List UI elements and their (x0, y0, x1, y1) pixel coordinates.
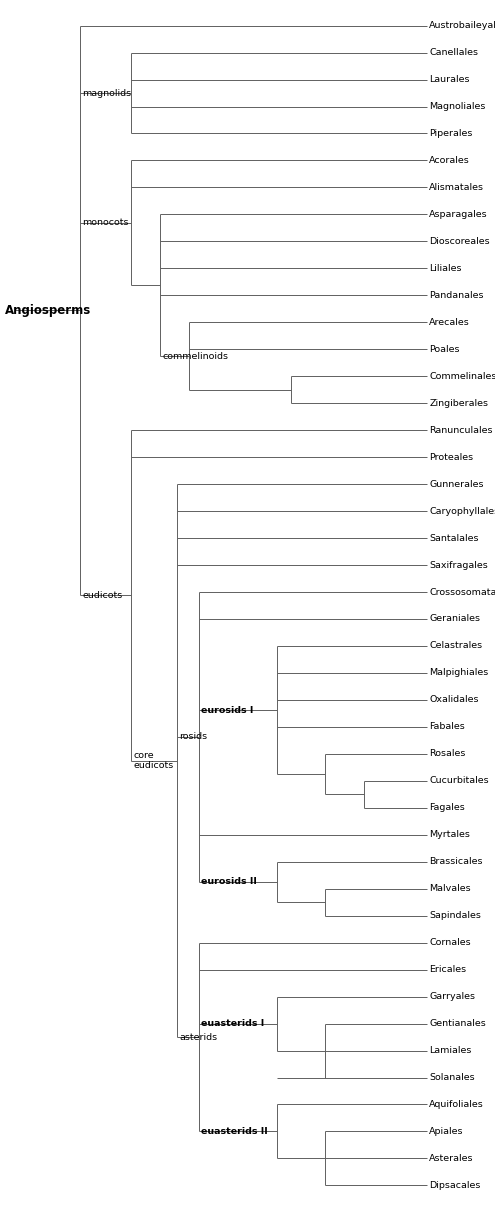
Text: Geraniales: Geraniales (430, 614, 481, 624)
Text: Fabales: Fabales (430, 723, 465, 731)
Text: eurosids II: eurosids II (201, 878, 257, 886)
Text: Cornales: Cornales (430, 939, 471, 947)
Text: Acorales: Acorales (430, 156, 470, 165)
Text: Crossosomatales: Crossosomatales (430, 587, 495, 597)
Text: Caryophyllales: Caryophyllales (430, 506, 495, 516)
Text: rosids: rosids (180, 733, 208, 741)
Text: magnolids: magnolids (83, 88, 132, 98)
Text: Dioscoreales: Dioscoreales (430, 237, 490, 246)
Text: core
eudicots: core eudicots (134, 751, 174, 770)
Text: commelinoids: commelinoids (162, 351, 229, 361)
Text: monocots: monocots (83, 218, 129, 228)
Text: Commelinales: Commelinales (430, 372, 495, 380)
Text: euasterids I: euasterids I (201, 1020, 265, 1028)
Text: Malvales: Malvales (430, 884, 471, 894)
Text: Apiales: Apiales (430, 1127, 464, 1136)
Text: Austrobaileyales: Austrobaileyales (430, 21, 495, 30)
Text: Piperales: Piperales (430, 130, 473, 138)
Text: Malpighiales: Malpighiales (430, 668, 489, 677)
Text: Liliales: Liliales (430, 264, 462, 272)
Text: Dipsacales: Dipsacales (430, 1181, 481, 1190)
Text: Asparagales: Asparagales (430, 210, 488, 219)
Text: Gunnerales: Gunnerales (430, 480, 484, 488)
Text: Garryales: Garryales (430, 992, 475, 1001)
Text: Proteales: Proteales (430, 453, 474, 461)
Text: Zingiberales: Zingiberales (430, 398, 489, 408)
Text: euasterids II: euasterids II (201, 1127, 268, 1136)
Text: Rosales: Rosales (430, 750, 466, 758)
Text: Pandanales: Pandanales (430, 291, 484, 300)
Text: Saxifragales: Saxifragales (430, 561, 488, 569)
Text: Celastrales: Celastrales (430, 642, 483, 650)
Text: Laurales: Laurales (430, 75, 470, 84)
Text: Solanales: Solanales (430, 1073, 475, 1081)
Text: Poales: Poales (430, 345, 460, 354)
Text: Lamiales: Lamiales (430, 1046, 472, 1055)
Text: Oxalidales: Oxalidales (430, 695, 479, 705)
Text: Brassicales: Brassicales (430, 857, 483, 866)
Text: Ericales: Ericales (430, 965, 466, 974)
Text: Aquifoliales: Aquifoliales (430, 1100, 484, 1109)
Text: Ranunculales: Ranunculales (430, 426, 493, 435)
Text: Sapindales: Sapindales (430, 911, 481, 920)
Text: eudicots: eudicots (83, 591, 123, 599)
Text: Magnoliales: Magnoliales (430, 102, 486, 111)
Text: asterids: asterids (180, 1033, 218, 1041)
Text: Cucurbitales: Cucurbitales (430, 776, 489, 785)
Text: Angiosperms: Angiosperms (5, 304, 91, 317)
Text: Santalales: Santalales (430, 534, 479, 543)
Text: Asterales: Asterales (430, 1154, 474, 1163)
Text: Gentianales: Gentianales (430, 1020, 486, 1028)
Text: Canellales: Canellales (430, 48, 478, 57)
Text: Alismatales: Alismatales (430, 183, 485, 191)
Text: Arecales: Arecales (430, 317, 470, 327)
Text: Myrtales: Myrtales (430, 831, 470, 839)
Text: eurosids I: eurosids I (201, 706, 254, 714)
Text: Fagales: Fagales (430, 803, 465, 813)
